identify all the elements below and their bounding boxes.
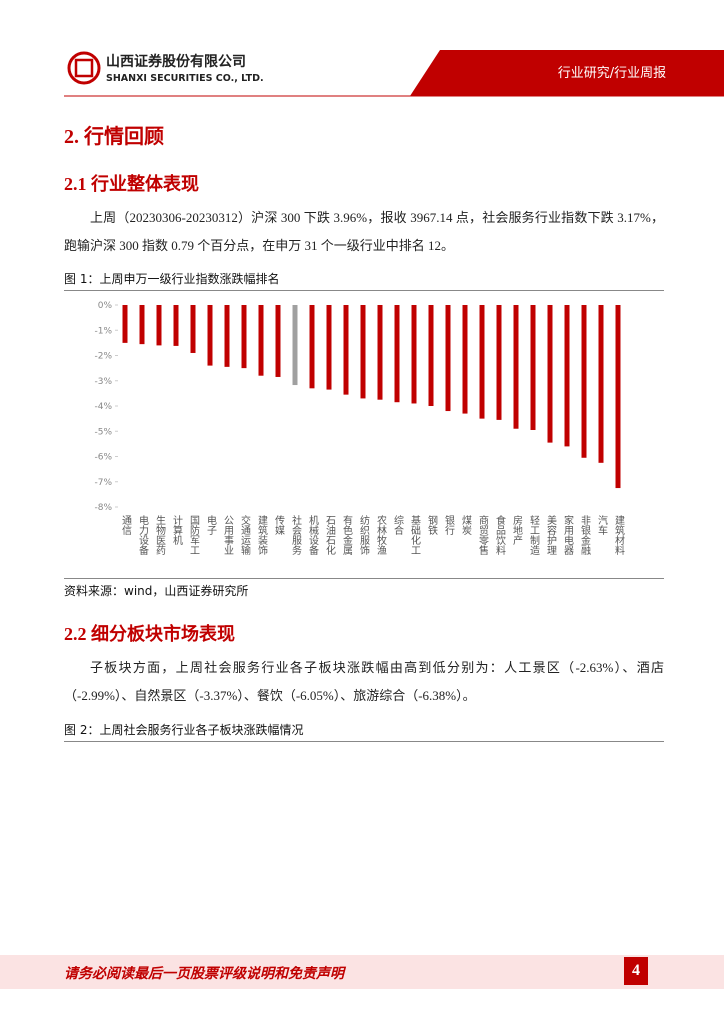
bar xyxy=(343,305,349,395)
x-tick-label: 食品饮料 xyxy=(494,514,506,556)
x-tick-label: 轻工制造 xyxy=(528,514,540,555)
bar xyxy=(309,305,315,389)
x-tick-label: 交通运输 xyxy=(239,514,251,556)
x-tick-label: 综合 xyxy=(392,514,404,536)
paragraph: 上周（20230306-20230312）沪深 300 下跌 3.96%，报收 … xyxy=(64,210,664,253)
bar xyxy=(275,305,281,377)
figure-caption: 图 1：上周申万一级行业指数涨跌幅排名 xyxy=(64,272,280,286)
rule xyxy=(64,741,664,742)
bar xyxy=(411,305,417,404)
header-band xyxy=(410,50,724,96)
company-en: SHANXI SECURITIES CO., LTD. xyxy=(106,73,264,84)
x-tick-label: 商贸零售 xyxy=(477,514,489,556)
logo xyxy=(67,51,101,85)
bar xyxy=(122,305,128,343)
bar xyxy=(581,305,587,458)
x-tick-label: 汽车 xyxy=(596,514,608,536)
y-tick-label: -2% xyxy=(94,352,112,362)
bar xyxy=(190,305,196,353)
x-tick-label: 农林牧渔 xyxy=(375,514,387,556)
logo-inner xyxy=(74,58,94,78)
paragraph: 子板块方面，上周社会服务行业各子板块涨跌幅由高到低分别为：人工景区（-2.63%… xyxy=(64,660,664,703)
x-tick-label: 社会服务 xyxy=(290,514,302,556)
x-tick-label: 纺织服饰 xyxy=(358,514,370,556)
x-tick-label: 建筑装饰 xyxy=(256,514,268,556)
y-tick-label: -3% xyxy=(94,377,112,387)
bar xyxy=(564,305,570,447)
footer-band xyxy=(0,955,724,989)
figure-caption: 图 2：上周社会服务行业各子板块涨跌幅情况 xyxy=(64,723,304,737)
bar xyxy=(615,305,621,489)
y-tick-label: -7% xyxy=(94,478,112,488)
section-title: 2. 行情回顾 xyxy=(64,126,164,148)
x-tick-label: 银行 xyxy=(443,514,455,536)
bar xyxy=(360,305,366,399)
bar xyxy=(496,305,502,420)
y-tick-label: -1% xyxy=(94,326,112,336)
page-number: 4 xyxy=(624,957,648,985)
bar xyxy=(156,305,162,346)
source: 资料来源：wind，山西证券研究所 xyxy=(64,584,249,598)
x-tick-label: 传媒 xyxy=(273,515,285,536)
bar xyxy=(292,305,298,386)
y-tick-label: -8% xyxy=(94,503,112,513)
x-tick-label: 通信 xyxy=(120,515,132,536)
report-type: 行业研究/行业周报 xyxy=(558,66,666,81)
subsection-title: 2.2 细分板块市场表现 xyxy=(64,624,235,644)
bar xyxy=(139,305,145,345)
x-tick-label: 煤炭 xyxy=(460,514,472,536)
bar xyxy=(513,305,519,429)
chart: 0% -1% -2% -3% -4% -5% -6% -7% -8% 通信 电力设备 生物医药 计算机国… xyxy=(94,301,625,556)
bar xyxy=(207,305,213,366)
x-tick-label: 电子 xyxy=(205,514,217,535)
x-tick-label: 石油石化 xyxy=(324,515,336,555)
x-tick-label: 美容护理 xyxy=(545,514,557,555)
bar xyxy=(241,305,247,369)
bar xyxy=(479,305,485,419)
x-tick-label: 电力设备 xyxy=(137,514,149,556)
x-tick-label: 基础化工 xyxy=(409,514,421,555)
x-tick-label: 机械设备 xyxy=(307,514,319,556)
x-tick-label: 钢铁 xyxy=(426,514,438,536)
x-tick-label: 公用事业 xyxy=(222,515,234,555)
x-tick-label: 生物医药 xyxy=(154,514,166,556)
header-graphics: 山西证券股份有限公司 SHANXI SECURITIES CO., LTD. 行… xyxy=(64,50,724,97)
rule xyxy=(64,578,664,579)
bar xyxy=(377,305,383,400)
y-tick-label: -4% xyxy=(94,402,112,412)
disclaimer: 请务必阅读最后一页股票评级说明和免责声明 xyxy=(64,967,344,982)
bar xyxy=(462,305,468,414)
company-cn: 山西证券股份有限公司 xyxy=(106,53,246,70)
bar xyxy=(530,305,536,430)
x-tick-label: 有色金属 xyxy=(341,514,353,556)
subsection-title: 2.1 行业整体表现 xyxy=(64,174,199,194)
bar xyxy=(224,305,230,367)
x-tick-label: 建筑材料 xyxy=(613,514,625,556)
x-tick-label: 计算机 xyxy=(171,514,183,546)
bar xyxy=(445,305,451,412)
x-tick-label: 家用电器 xyxy=(562,514,574,556)
rule xyxy=(64,290,664,291)
bar xyxy=(394,305,400,403)
y-tick-label: -6% xyxy=(94,453,112,463)
x-tick-label: 房地产 xyxy=(511,514,523,546)
bar xyxy=(326,305,332,390)
y-tick-label: 0% xyxy=(98,301,113,311)
bar xyxy=(428,305,434,406)
y-tick-label: -5% xyxy=(94,427,112,437)
bar xyxy=(547,305,553,443)
x-tick-label: 非银金融 xyxy=(579,515,591,556)
x-tick-label: 国防军工 xyxy=(188,515,200,555)
bar xyxy=(598,305,604,463)
bar xyxy=(173,305,179,346)
bar xyxy=(258,305,264,376)
